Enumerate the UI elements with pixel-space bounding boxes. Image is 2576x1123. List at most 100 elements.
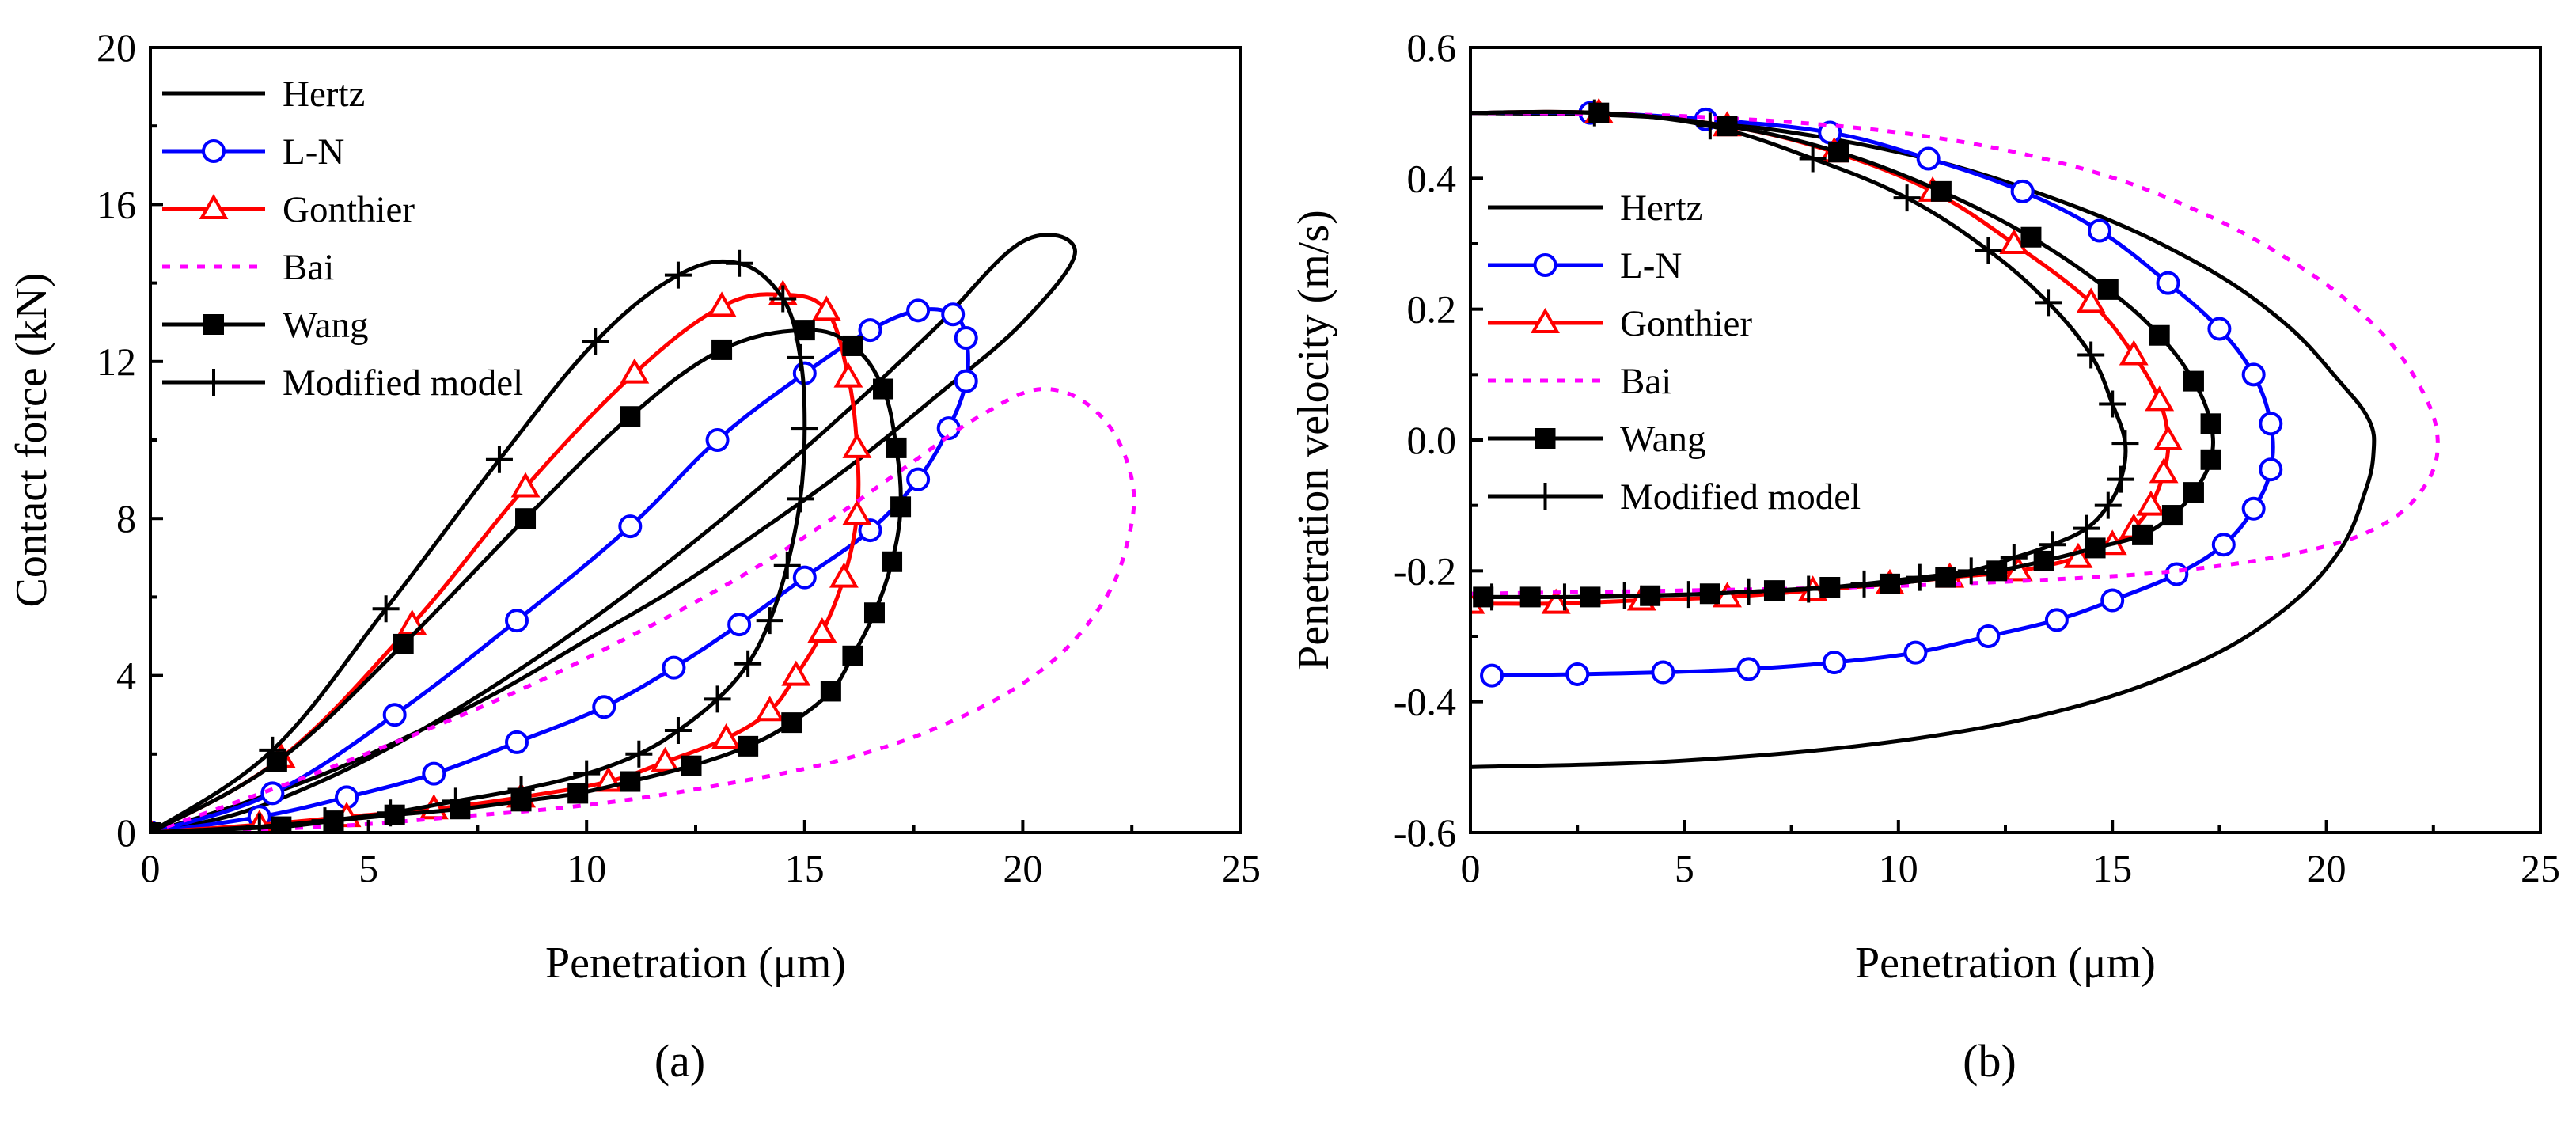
y-axis-label: Penetration velocity (m/s) — [1289, 210, 1338, 670]
data-point — [1935, 567, 1956, 588]
data-point — [2207, 317, 2232, 341]
data-point — [664, 261, 692, 289]
chart-panel-a: 0 5 10 15 20 25 0 4 8 12 16 20 Penetration (μm) Conta… — [7, 25, 1261, 1087]
legend-label: L-N — [1620, 245, 1682, 286]
data-point — [2149, 324, 2170, 346]
data-point — [1903, 640, 1928, 665]
data-point — [2153, 424, 2183, 450]
data-point — [2063, 542, 2093, 568]
data-point — [842, 645, 863, 666]
data-point — [1999, 228, 2029, 254]
data-point — [1580, 99, 1608, 127]
data-point — [1828, 142, 1849, 163]
data-point — [2076, 287, 2106, 313]
data-point — [2259, 412, 2283, 436]
data-point — [485, 446, 513, 473]
data-point — [2035, 289, 2062, 317]
data-point — [755, 696, 785, 722]
data-point — [941, 302, 966, 327]
data-point — [2100, 588, 2125, 613]
data-point — [592, 695, 616, 719]
data-point — [1893, 184, 1921, 212]
data-point — [1795, 575, 1823, 603]
data-point — [573, 760, 601, 787]
data-point — [422, 761, 446, 786]
data-point — [515, 508, 537, 529]
data-point — [2000, 544, 2028, 571]
data-point — [858, 318, 882, 343]
data-point — [705, 428, 730, 452]
legend-label: L-N — [283, 131, 344, 173]
y-tick-label: -0.4 — [1394, 680, 1456, 724]
data-point — [820, 681, 841, 702]
data-point — [726, 249, 753, 277]
data-point — [1675, 581, 1702, 609]
x-tick-label: 5 — [1675, 846, 1694, 890]
data-point — [1930, 180, 1952, 202]
legend-marker — [1531, 483, 1559, 510]
data-point — [711, 339, 733, 360]
data-point — [791, 415, 818, 442]
data-point — [625, 740, 653, 768]
data-point — [2073, 514, 2100, 542]
data-point — [505, 609, 529, 633]
legend-marker — [200, 369, 227, 396]
data-point — [582, 328, 609, 355]
x-tick-label: 0 — [141, 846, 161, 890]
series-line-hertz — [150, 233, 1078, 833]
data-point — [377, 799, 404, 827]
data-point — [567, 783, 589, 804]
x-tick-label: 15 — [785, 846, 825, 890]
data-point — [2085, 537, 2106, 559]
data-point — [781, 712, 802, 734]
data-point — [2077, 341, 2105, 369]
data-point — [2200, 449, 2221, 470]
data-point — [1976, 624, 2001, 648]
data-point — [2211, 533, 2236, 557]
data-point — [1565, 662, 1590, 686]
y-tick-label: 20 — [97, 25, 136, 70]
y-tick-label: 0.6 — [1407, 25, 1457, 70]
x-tick-label: 5 — [359, 846, 378, 890]
series-line-bai — [150, 387, 1136, 833]
series-line-bai — [1470, 111, 2440, 596]
legend-label: Hertz — [1620, 188, 1702, 229]
legend-label: Modified model — [1620, 476, 1861, 518]
data-point — [738, 735, 759, 757]
data-point — [1916, 146, 1941, 171]
data-point — [1850, 570, 1878, 598]
data-point — [890, 496, 912, 518]
x-tick-label: 0 — [1461, 846, 1481, 890]
legend-marker — [1535, 428, 1556, 449]
data-point — [266, 751, 287, 772]
data-point — [2145, 385, 2175, 412]
series-line-hertz — [1470, 111, 2377, 769]
data-point — [510, 472, 541, 498]
y-tick-label: 0.4 — [1407, 156, 1457, 200]
x-tick-label: 25 — [1221, 846, 1261, 890]
data-point — [1735, 578, 1762, 605]
data-point — [1906, 563, 1933, 591]
data-point — [833, 362, 863, 388]
legend-marker — [1533, 253, 1557, 277]
data-point — [954, 369, 978, 393]
data-point — [1879, 573, 1900, 594]
data-point — [2200, 413, 2221, 434]
x-tick-label: 20 — [1003, 846, 1042, 890]
data-point — [2156, 271, 2180, 295]
data-point — [681, 755, 702, 776]
data-point — [1478, 583, 1506, 611]
data-point — [1541, 588, 1571, 614]
data-point — [2094, 491, 2122, 519]
data-point — [393, 633, 414, 654]
legend-marker — [203, 314, 224, 335]
legend: Hertz L-N Gonthier Bai Wang Modified model — [162, 74, 523, 404]
data-point — [2039, 531, 2066, 559]
data-point — [2241, 496, 2266, 521]
data-point — [2099, 390, 2126, 418]
data-point — [2241, 362, 2266, 387]
data-point — [1822, 651, 1846, 675]
series-line-gonthier — [1470, 109, 2171, 606]
x-axis-label: Penetration (μm) — [545, 939, 846, 988]
x-tick-label: 10 — [567, 846, 606, 890]
